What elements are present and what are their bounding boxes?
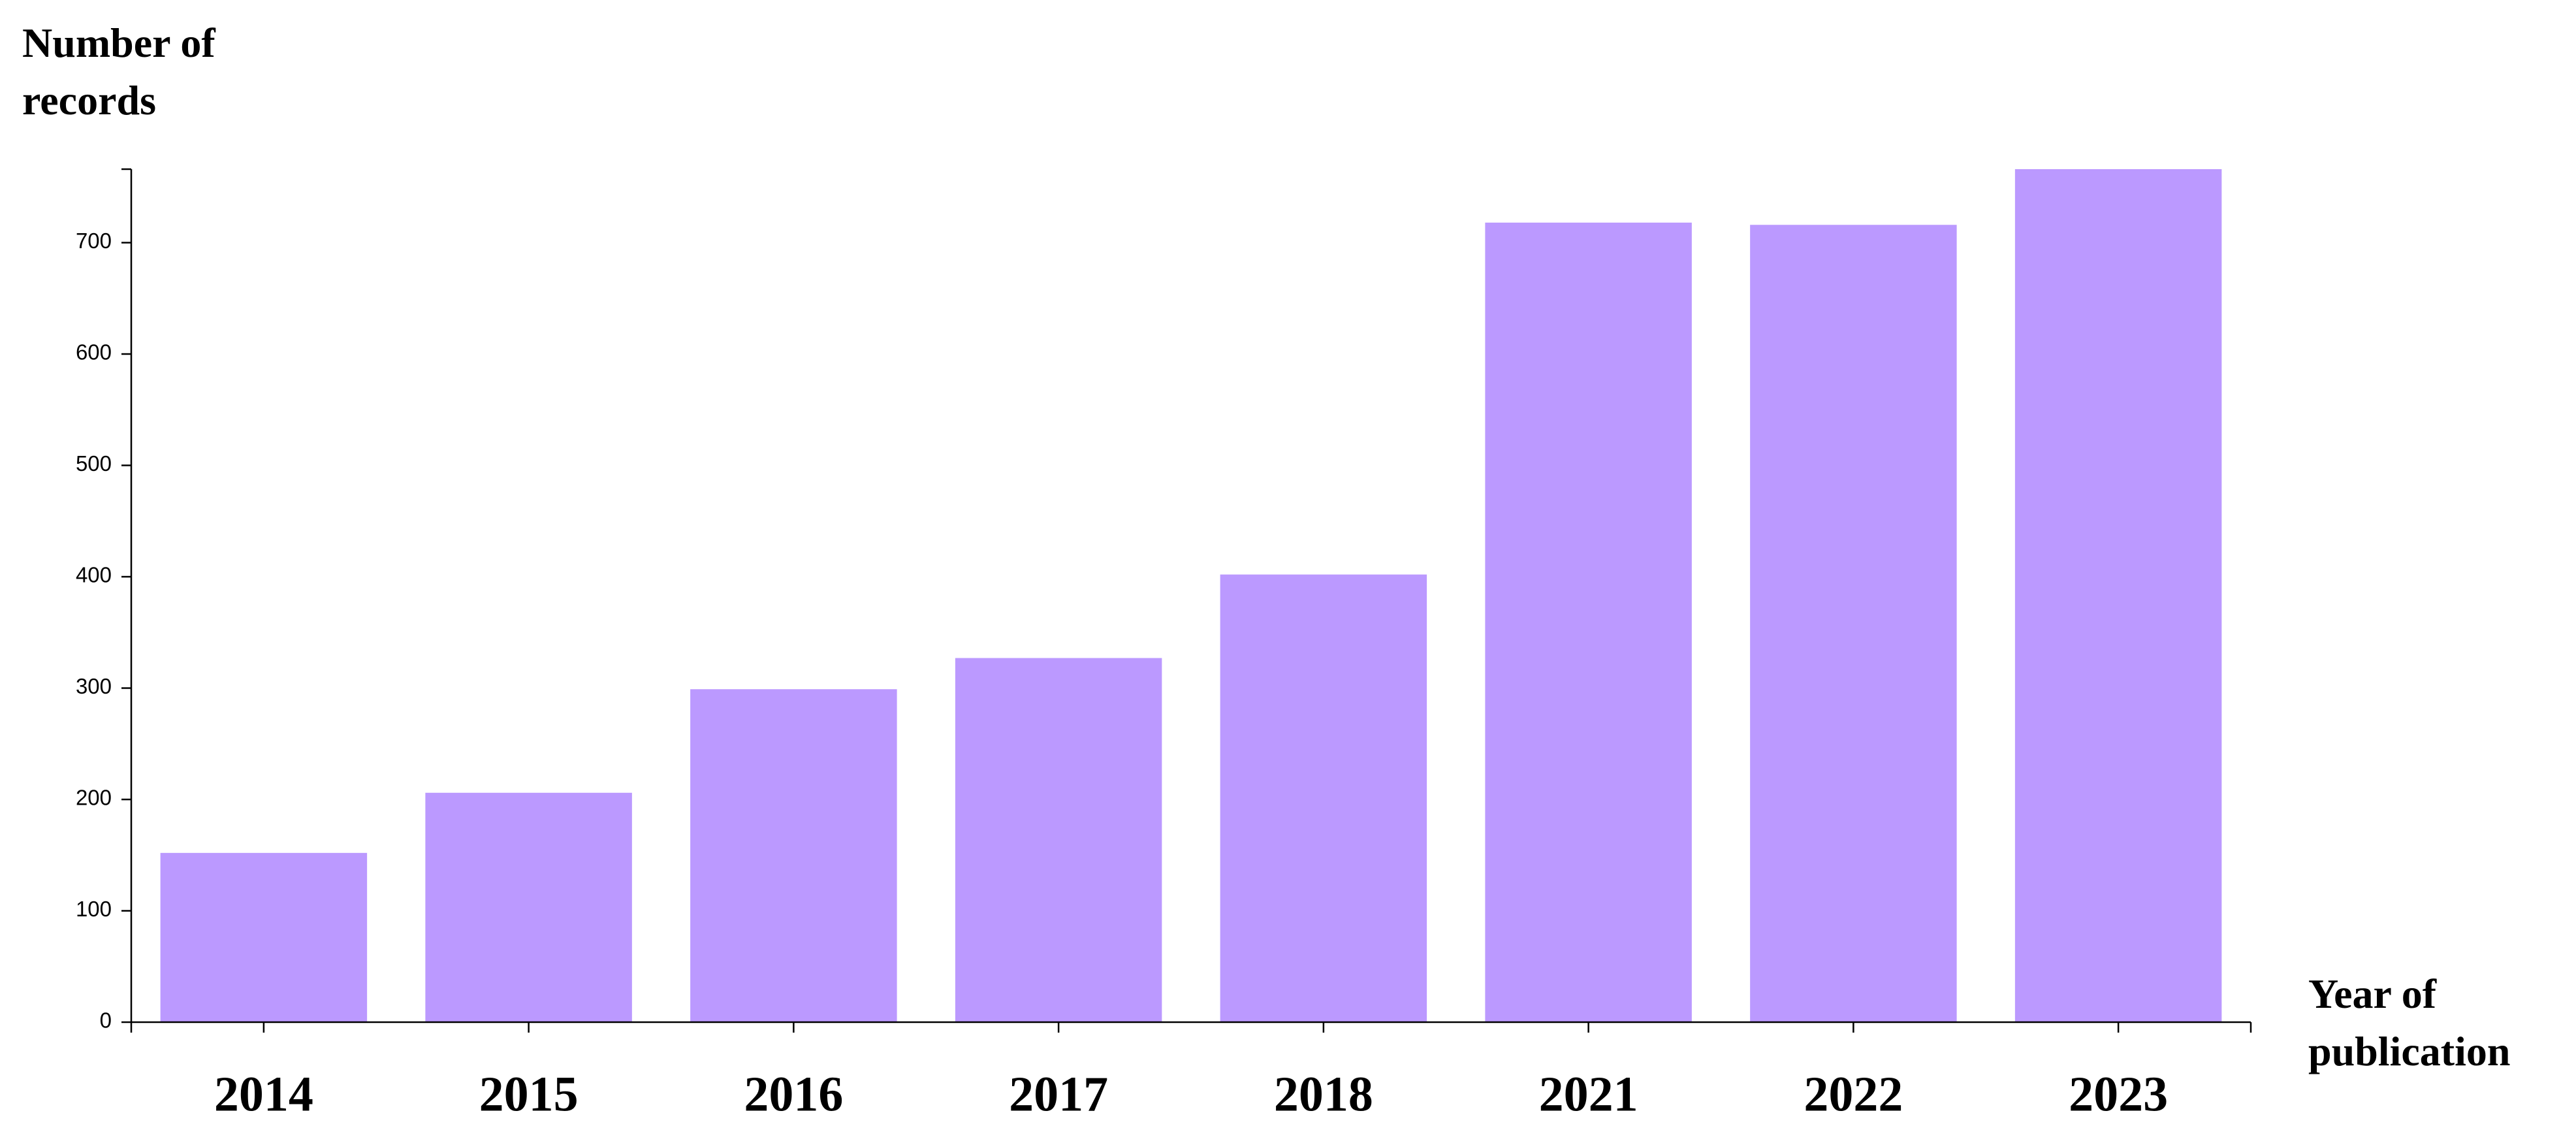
y-tick-label: 200 — [76, 786, 112, 810]
x-tick-label: 2022 — [1804, 1067, 1903, 1121]
x-axis-label: Year of publication — [2308, 971, 2511, 1074]
y-tick-label: 500 — [76, 451, 112, 475]
y-tick-label: 300 — [76, 674, 112, 698]
x-tick-label: 2023 — [2069, 1067, 2168, 1121]
x-tick-label: 2014 — [214, 1067, 313, 1121]
y-tick-label: 600 — [76, 340, 112, 364]
bar — [2014, 169, 2222, 1022]
x-tick-label: 2018 — [1274, 1067, 1373, 1121]
y-axis-label: Number of records — [22, 20, 215, 123]
y-tick-label: 0 — [100, 1008, 112, 1033]
bar — [1485, 222, 1692, 1022]
bar — [1750, 225, 1957, 1022]
y-tick-label: 400 — [76, 563, 112, 587]
x-tick-label: 2021 — [1539, 1067, 1638, 1121]
y-tick-label: 100 — [76, 897, 112, 921]
bar — [425, 792, 632, 1022]
x-tick-label: 2016 — [744, 1067, 843, 1121]
x-tick-label: 2015 — [479, 1067, 579, 1121]
bar — [160, 852, 368, 1022]
y-tick-label: 700 — [76, 229, 112, 253]
x-tick-label: 2017 — [1009, 1067, 1108, 1121]
bar — [690, 689, 897, 1022]
bar — [1220, 574, 1427, 1022]
bar — [955, 658, 1162, 1022]
